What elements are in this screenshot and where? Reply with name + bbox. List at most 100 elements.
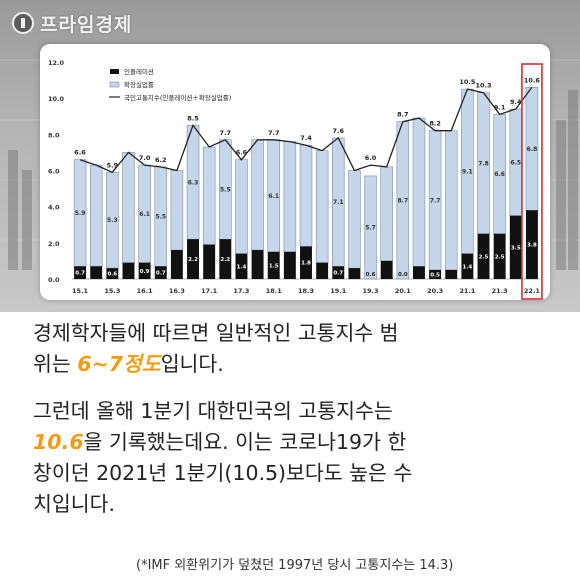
x-tick-label: 19.1: [330, 287, 347, 295]
bar-inflation: [493, 233, 506, 279]
unemployment-value-label: 5.7: [365, 224, 376, 231]
inflation-value-label: 0.7: [333, 271, 343, 277]
inflation-value-label: 2.2: [220, 257, 230, 263]
misery-value-label: 7.7: [268, 129, 280, 137]
misery-value-label: 9.1: [494, 103, 506, 111]
inflation-value-label: 0.5: [430, 272, 440, 278]
unemployment-value-label: 6.3: [188, 179, 199, 186]
caption-area: 경제학자들에 따르면 일반적인 고통지수 범 위는 6~7정도입니다. 그런데 …: [0, 312, 580, 580]
misery-value-label: 7.0: [139, 154, 151, 162]
y-tick-label: 12.0: [48, 59, 65, 67]
unemployment-value-label: 7.7: [430, 197, 441, 204]
bar-inflation: [219, 239, 232, 279]
bar-inflation: [267, 251, 280, 279]
highlight-box: [521, 63, 543, 300]
unemployment-value-label: 6.5: [510, 159, 521, 166]
inflation-value-label: 0.0: [398, 272, 408, 278]
legend-label-misery: 국민고통지수(인플레이션＋확장실업률): [124, 93, 231, 102]
y-tick-label: 2.0: [48, 240, 60, 248]
bar-inflation: [235, 253, 248, 279]
misery-value-label: 6.6: [74, 149, 86, 157]
x-tick-label: 18.1: [266, 287, 283, 295]
paragraph-2: 그런데 올해 1분기 대한민국의 고통지수는 10.6을 기록했는데요. 이는 …: [33, 396, 412, 520]
unemployment-value-label: 6.1: [268, 193, 279, 200]
misery-value-label: 8.5: [187, 114, 199, 122]
bar-inflation: [332, 266, 345, 279]
bar-inflation: [412, 266, 425, 279]
unemployment-value-label: 7.1: [333, 199, 344, 206]
bar-inflation: [170, 250, 183, 279]
y-tick-label: 10.0: [48, 95, 65, 103]
bar-inflation: [138, 262, 151, 279]
unemployment-value-label: 5.5: [220, 186, 231, 193]
unemployment-value-label: 7.8: [478, 160, 489, 167]
bar-unemployment: [89, 164, 103, 267]
y-tick-label: 8.0: [48, 131, 60, 139]
bar-inflation: [348, 268, 361, 279]
x-tick-label: 16.3: [169, 287, 185, 295]
inflation-value-label: 1.5: [269, 263, 279, 269]
bar-inflation: [283, 251, 296, 279]
bar-unemployment: [525, 87, 539, 211]
misery-value-label: 7.4: [300, 134, 312, 142]
bar-unemployment: [170, 170, 184, 251]
bar-unemployment: [348, 170, 361, 269]
x-tick-label: 15.1: [72, 287, 89, 295]
logo-mark-icon: [12, 12, 34, 34]
inflation-value-label: 0.6: [366, 272, 376, 278]
y-tick-label: 4.0: [48, 204, 60, 212]
unemployment-value-label: 6.1: [139, 211, 150, 218]
bar-inflation: [187, 239, 200, 279]
x-tick-label: 21.1: [459, 287, 476, 295]
unemployment-value-label: 6.6: [494, 171, 505, 178]
unemployment-value-label: 5.9: [75, 210, 86, 217]
bar-unemployment: [202, 146, 216, 245]
misery-value-label: 8.2: [429, 120, 441, 128]
bar-inflation: [74, 266, 87, 279]
y-tick-label: 6.0: [48, 168, 60, 176]
misery-value-label: 7.6: [333, 127, 345, 135]
current-index-highlight: 10.6: [33, 430, 84, 454]
misery-value-label: 7.7: [220, 129, 232, 137]
misery-value-label: 10.5: [459, 78, 476, 86]
bar-inflation: [445, 269, 458, 279]
bar-inflation: [122, 262, 135, 279]
misery-index-line: [79, 86, 533, 174]
misery-value-label: 6.0: [365, 154, 377, 162]
bar-inflation: [525, 210, 538, 279]
inflation-value-label: 2.5: [495, 254, 505, 260]
inflation-value-label: 2.2: [188, 257, 198, 263]
x-tick-label: 16.1: [137, 287, 154, 295]
bar-inflation: [251, 250, 264, 279]
misery-value-label: 6.6: [236, 149, 248, 157]
logo-text: 프라임경제: [40, 13, 133, 36]
inflation-value-label: 0.7: [156, 271, 166, 277]
unemployment-value-label: 6.8: [527, 146, 538, 153]
bar-unemployment: [251, 139, 264, 251]
bar-inflation: [203, 244, 216, 279]
bar-inflation: [429, 269, 442, 279]
paragraph-1-line-2-prefix: 위는: [33, 352, 78, 376]
x-tick-label: 19.3: [363, 287, 379, 295]
paragraph-2-line-4: 치입니다.: [33, 492, 115, 516]
unemployment-value-label: 5.3: [107, 217, 118, 224]
paragraph-2-line-3: 창이던 2021년 1분기(10.5)보다도 높은 수: [33, 461, 413, 485]
bar-unemployment: [235, 159, 248, 254]
misery-value-label: 6.2: [155, 156, 167, 164]
bar-inflation: [380, 260, 393, 279]
inflation-value-label: 0.9: [140, 269, 150, 275]
bar-unemployment: [299, 144, 313, 247]
unemployment-value-label: 9.1: [462, 168, 473, 175]
bar-inflation: [90, 266, 103, 279]
misery-value-label: 9.4: [510, 98, 522, 106]
x-tick-label: 20.3: [427, 287, 443, 295]
legend-swatch-unemployment: [109, 81, 120, 88]
misery-index-chart: 0.0 2.0 4.0 6.0 8.0 10.0 12.0 6.6 5.9 0.7 5.9 5.3 0.…: [48, 59, 543, 300]
paragraph-1: 경제학자들에 따르면 일반적인 고통지수 범 위는 6~7정도입니다.: [33, 318, 399, 380]
inflation-value-label: 3.8: [527, 243, 537, 249]
inflation-value-label: 1.8: [301, 261, 311, 267]
misery-value-label: 8.7: [397, 111, 409, 119]
x-tick-label: 22.1: [524, 287, 541, 295]
footnote: (*IMF 외환위기가 덮쳤던 1997년 당시 고통지수는 14.3): [136, 558, 454, 573]
bar-inflation: [477, 233, 490, 279]
